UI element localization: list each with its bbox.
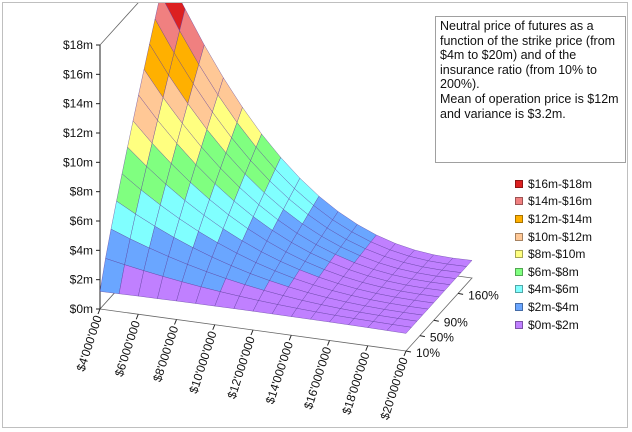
x-tick-mark (135, 314, 139, 320)
y-tick-mark (419, 335, 425, 338)
x-tick-mark (365, 345, 369, 351)
z-axis-ticks: $0m $2m $4m $6m $8m $10m $12m $14m $16m $18m (63, 38, 100, 316)
z-tick-label: $12m (63, 126, 93, 140)
legend-label: $8m-$10m (528, 247, 586, 262)
legend-item: $4m-$6m (515, 281, 627, 299)
legend-swatch (515, 250, 523, 259)
z-tick-label: $10m (63, 155, 93, 169)
x-tick-mark (97, 308, 101, 315)
chart-annotation-box: Neutral price of futures as a function o… (435, 16, 626, 163)
surface-chart: $0m $2m $4m $6m $8m $10m $12m $14m $16m $18m $4'0… (63, 3, 499, 421)
legend-swatch (515, 302, 523, 311)
legend-label: $4m-$6m (528, 282, 579, 297)
legend-label: $2m-$4m (528, 299, 579, 314)
y-tick-label: 160% (468, 288, 499, 302)
legend-swatch (515, 197, 523, 206)
surface-cell (386, 324, 412, 334)
x-tick-mark (174, 319, 177, 325)
x-tick-label: $20'000'000 (378, 355, 411, 421)
y-tick-mark (405, 350, 412, 353)
legend-item: $0m-$2m (515, 316, 627, 334)
x-tick-label: $14'000'000 (263, 340, 296, 406)
legend-item: $10m-$12m (515, 228, 627, 246)
surface-mesh (99, 3, 473, 334)
z-tick-label: $6m (70, 214, 93, 228)
y-tick-mark (433, 319, 439, 322)
x-tick-label: $10'000'000 (186, 329, 219, 395)
legend-item: $8m-$10m (515, 245, 627, 263)
z-tick-label: $2m (70, 273, 93, 287)
x-tick-mark (403, 350, 407, 357)
x-tick-label: $4'000'000 (74, 313, 105, 373)
x-tick-mark (327, 340, 330, 346)
x-tick-label: $18'000'000 (339, 350, 372, 416)
legend-swatch (515, 179, 523, 188)
y-tick-label: 50% (430, 331, 454, 345)
y-axis-ticks: 10%50% 90%160% (405, 288, 499, 360)
legend-item: $14m-$16m (515, 193, 627, 211)
z-tick-label: $18m (63, 38, 93, 52)
x-tick-label: $16'000'000 (301, 345, 334, 411)
x-tick-mark (288, 335, 292, 341)
legend-swatch (515, 214, 523, 223)
legend-label: $10m-$12m (528, 229, 593, 244)
legend-item: $2m-$4m (515, 298, 627, 316)
x-tick-label: $8'000'000 (150, 324, 181, 384)
legend-item: $12m-$14m (515, 210, 627, 228)
legend-item: $6m-$8m (515, 263, 627, 281)
legend-swatch (515, 267, 523, 276)
legend-label: $12m-$14m (528, 211, 593, 226)
legend-swatch (515, 285, 523, 294)
y-tick-label: 10% (416, 346, 440, 360)
z-tick-label: $0m (70, 302, 93, 316)
legend-swatch (515, 320, 523, 329)
y-tick-label: 90% (444, 315, 468, 329)
x-tick-mark (212, 324, 216, 330)
legend: $16m-$18m $14m-$16m $12m-$14m $10m-$12m $8m-… (515, 175, 627, 333)
legend-label: $0m-$2m (528, 317, 579, 332)
legend-label: $16m-$18m (528, 176, 593, 191)
x-tick-label: $6'000'000 (112, 319, 143, 379)
z-tick-label: $8m (70, 185, 93, 199)
chart-annotation: Neutral price of futures as a function o… (440, 19, 619, 121)
legend-swatch (515, 232, 523, 241)
z-tick-label: $14m (63, 97, 93, 111)
legend-label: $6m-$8m (528, 264, 579, 279)
x-tick-mark (250, 329, 254, 336)
z-tick-label: $16m (63, 67, 93, 81)
chart-frame: $0m $2m $4m $6m $8m $10m $12m $14m $16m $18m $4'0… (2, 2, 628, 428)
z-tick-label: $4m (70, 243, 93, 257)
legend-item: $16m-$18m (515, 175, 627, 193)
y-tick-mark (458, 292, 464, 295)
legend-label: $14m-$16m (528, 194, 593, 209)
x-tick-label: $12'000'000 (225, 334, 258, 400)
